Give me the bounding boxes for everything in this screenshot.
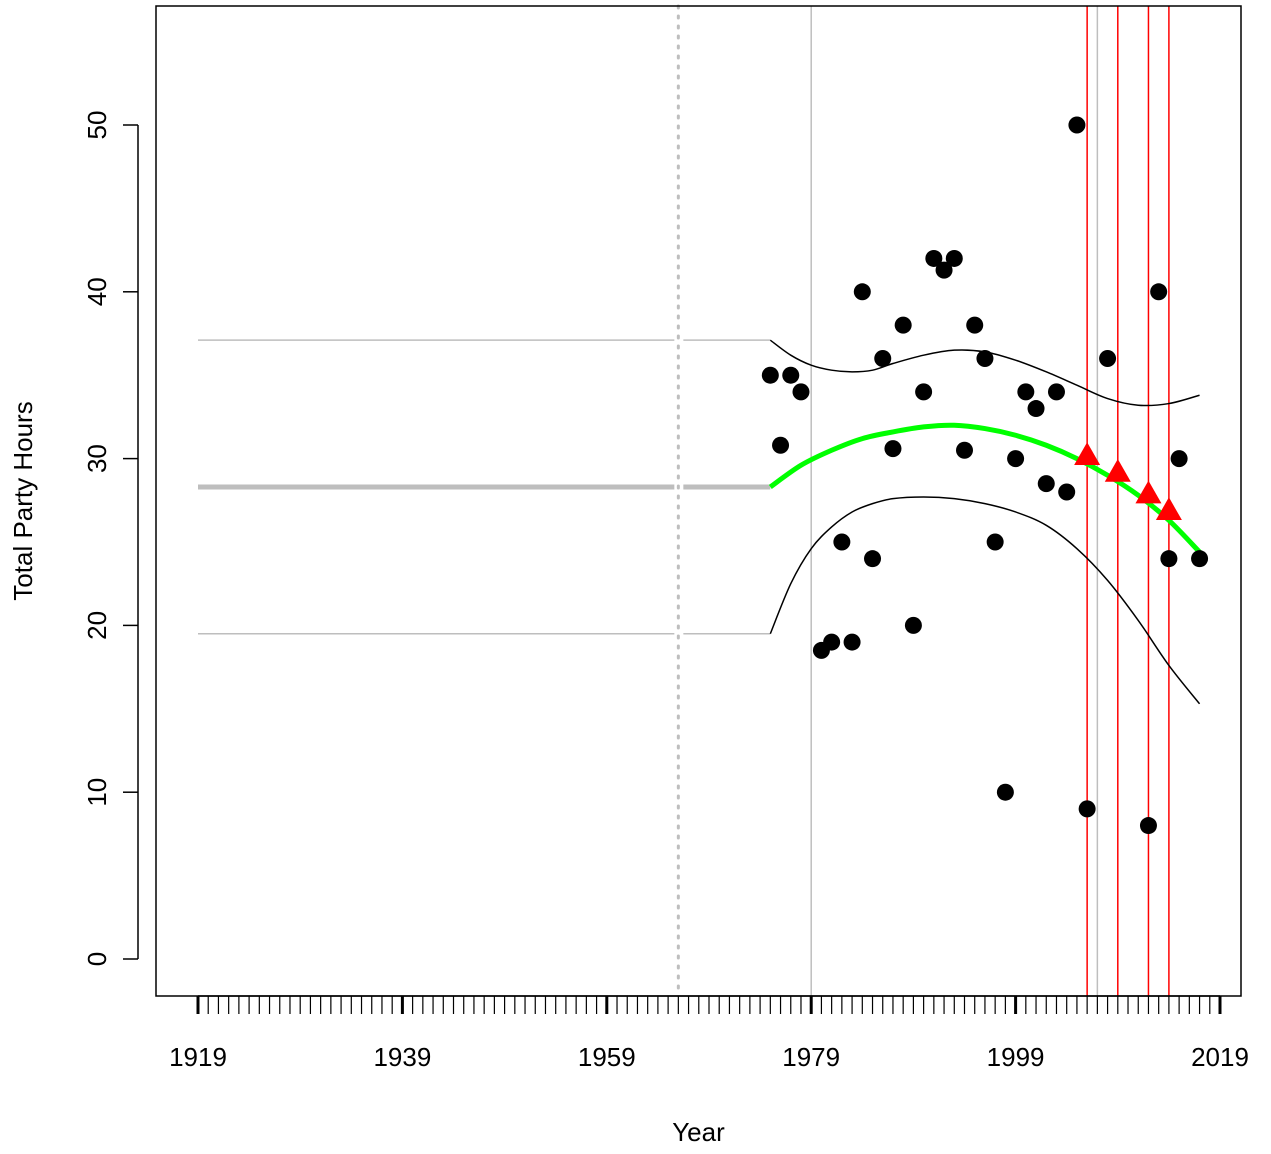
x-tick-label: 2019 (1191, 1042, 1249, 1072)
data-point (976, 350, 994, 368)
data-point (1058, 483, 1076, 501)
data-point (1007, 450, 1025, 468)
x-tick-label: 1979 (782, 1042, 840, 1072)
trend-line (768, 422, 1202, 554)
observation-points (761, 116, 1209, 835)
y-tick-label: 40 (82, 277, 112, 306)
data-point (864, 550, 882, 568)
data-point (761, 366, 779, 384)
data-point (925, 249, 943, 267)
red-triangle-marker (1135, 480, 1162, 504)
data-point (915, 383, 933, 401)
x-tick-label: 1999 (987, 1042, 1045, 1072)
y-tick-label: 30 (82, 444, 112, 473)
data-point (782, 366, 800, 384)
data-point (904, 616, 922, 634)
red-triangle-marker (1104, 458, 1131, 482)
lower-band-line (769, 496, 1201, 705)
data-point (935, 261, 953, 279)
data-point (1160, 550, 1178, 568)
x-tick-label: 1919 (169, 1042, 227, 1072)
confidence-band (769, 339, 1201, 705)
y-tick-label: 0 (82, 952, 112, 966)
upper-band-line (769, 339, 1200, 407)
red-triangle-marker (1074, 442, 1101, 466)
data-point (1150, 283, 1168, 301)
x-tick-label: 1939 (373, 1042, 431, 1072)
data-point (1191, 550, 1209, 568)
data-point (1037, 475, 1055, 493)
plot-frame (155, 5, 1242, 997)
data-point (884, 440, 902, 458)
data-point (1027, 400, 1045, 418)
data-point (996, 783, 1014, 801)
data-point (956, 441, 973, 459)
data-point (772, 436, 790, 454)
data-point (1017, 383, 1035, 401)
baseline-lines (198, 339, 771, 635)
data-point (1170, 450, 1188, 468)
data-point (986, 533, 1004, 551)
y-tick-label: 20 (82, 611, 112, 640)
data-point (823, 633, 841, 651)
trend-line-group (768, 422, 1202, 554)
data-point (1139, 817, 1157, 835)
data-point (1047, 383, 1065, 401)
x-tick-label: 1959 (578, 1042, 636, 1072)
reference-lines (676, 4, 1170, 998)
y-axis-label: Total Party Hours (8, 401, 38, 600)
data-point (1099, 350, 1117, 368)
data-point (1068, 116, 1086, 134)
data-point (874, 350, 892, 368)
data-point (843, 633, 861, 651)
x-axis-label: Year (672, 1117, 725, 1147)
data-point (894, 316, 912, 334)
y-tick-label: 10 (82, 778, 112, 807)
data-point (833, 533, 851, 551)
y-axis: 0 10 20 30 40 50 (82, 111, 139, 966)
x-axis: 1919 1939 1959 1979 1999 2019 (169, 995, 1249, 1072)
data-point (966, 316, 984, 334)
red-markers (1074, 442, 1182, 521)
data-point (1078, 800, 1096, 818)
data-point (792, 383, 810, 401)
data-point (853, 283, 871, 301)
y-tick-label: 50 (82, 111, 112, 140)
red-triangle-marker (1155, 497, 1182, 521)
data-point (945, 249, 963, 267)
